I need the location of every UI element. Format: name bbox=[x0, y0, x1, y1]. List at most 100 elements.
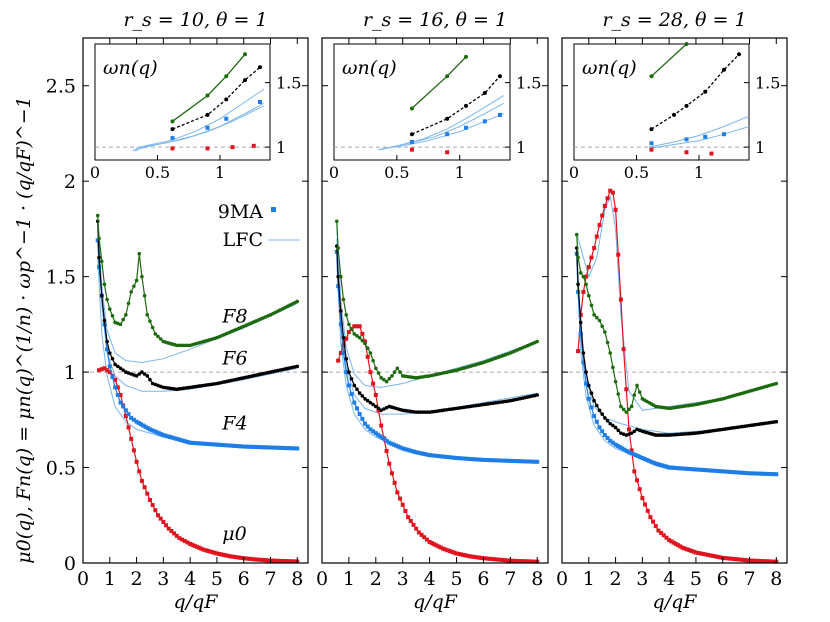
point-F4 bbox=[581, 360, 586, 365]
point-F6 bbox=[347, 370, 351, 374]
point-mu0 bbox=[99, 367, 104, 372]
point-mu0 bbox=[438, 545, 443, 550]
point-F4 bbox=[295, 446, 300, 451]
point-F4 bbox=[498, 458, 503, 463]
point-mu0 bbox=[197, 545, 202, 550]
point-F4 bbox=[373, 431, 378, 436]
point-mu0 bbox=[523, 559, 528, 564]
inset-lfc-curve bbox=[132, 105, 265, 152]
point-mu0 bbox=[691, 549, 696, 554]
point-F4 bbox=[143, 424, 148, 429]
point-mu0 bbox=[389, 471, 394, 476]
point-F4 bbox=[152, 429, 157, 434]
series-line-F8 bbox=[97, 215, 298, 346]
point-mu0 bbox=[221, 552, 226, 557]
x-tick-label: 0 bbox=[316, 568, 328, 590]
x-tick-label: 2 bbox=[610, 568, 622, 590]
inset-lfc-curve bbox=[384, 113, 504, 149]
point-F8 bbox=[635, 383, 639, 388]
y-tick-label: 1.5 bbox=[46, 267, 76, 289]
point-F8 bbox=[603, 330, 607, 334]
point-mu0 bbox=[769, 559, 774, 564]
point-mu0 bbox=[749, 558, 754, 563]
point-F4 bbox=[154, 430, 159, 435]
point-F6 bbox=[349, 376, 354, 381]
inset-point-F6 bbox=[243, 78, 247, 83]
point-F4 bbox=[754, 471, 759, 476]
point-F4 bbox=[344, 370, 349, 375]
point-F4 bbox=[217, 442, 222, 447]
point-F4 bbox=[405, 447, 410, 452]
point-F4 bbox=[449, 455, 454, 460]
point-F6 bbox=[576, 282, 580, 287]
point-F6 bbox=[363, 397, 367, 401]
inset-point-F4 bbox=[497, 112, 502, 117]
point-F4 bbox=[662, 464, 667, 469]
inset-point-F8 bbox=[464, 54, 468, 59]
inset-lfc-curve bbox=[136, 102, 265, 151]
inset-y-tick-label: 1 bbox=[276, 138, 286, 157]
point-mu0 bbox=[465, 553, 470, 558]
point-F4 bbox=[368, 427, 373, 432]
point-mu0 bbox=[261, 558, 266, 563]
point-mu0 bbox=[235, 555, 240, 560]
x-tick-label: 1 bbox=[583, 568, 595, 590]
point-F4 bbox=[720, 469, 725, 474]
point-F4 bbox=[513, 459, 518, 464]
point-mu0 bbox=[520, 559, 525, 564]
point-F4 bbox=[380, 435, 385, 440]
inset-x-tick-label: 0.5 bbox=[384, 163, 409, 182]
inset-point-mu0 bbox=[251, 143, 256, 148]
point-mu0 bbox=[474, 555, 479, 560]
point-mu0 bbox=[201, 547, 206, 552]
point-mu0 bbox=[624, 387, 629, 392]
legend: 9MA LFC bbox=[218, 201, 300, 251]
inset-point-F8 bbox=[170, 119, 175, 124]
point-F4 bbox=[219, 442, 224, 447]
point-mu0 bbox=[610, 190, 615, 195]
inset-point-F8 bbox=[205, 93, 210, 98]
point-F6 bbox=[613, 425, 618, 430]
point-F4 bbox=[285, 446, 290, 451]
point-F4 bbox=[676, 466, 681, 471]
point-F4 bbox=[382, 437, 387, 442]
point-mu0 bbox=[226, 553, 231, 558]
point-mu0 bbox=[510, 558, 515, 563]
point-F4 bbox=[391, 442, 396, 447]
curve-label: μ0 bbox=[222, 523, 246, 545]
point-F8 bbox=[597, 318, 602, 323]
point-F6 bbox=[121, 368, 125, 372]
point-F4 bbox=[629, 451, 634, 456]
inset-point-F4 bbox=[445, 132, 450, 137]
series-line-F6 bbox=[336, 246, 538, 413]
point-F8 bbox=[357, 335, 362, 340]
inset-point-mu0 bbox=[205, 146, 210, 151]
point-F4 bbox=[231, 443, 236, 448]
point-F4 bbox=[486, 458, 491, 463]
point-mu0 bbox=[715, 554, 720, 559]
point-mu0 bbox=[443, 547, 448, 552]
point-F4 bbox=[207, 442, 212, 447]
point-F4 bbox=[258, 445, 263, 450]
point-mu0 bbox=[518, 559, 523, 564]
point-mu0 bbox=[352, 324, 357, 329]
point-mu0 bbox=[434, 543, 439, 548]
point-mu0 bbox=[336, 358, 341, 363]
point-F4 bbox=[626, 450, 631, 455]
point-F8 bbox=[632, 393, 637, 397]
point-mu0 bbox=[703, 552, 708, 557]
point-mu0 bbox=[400, 502, 405, 507]
point-mu0 bbox=[687, 548, 692, 553]
point-mu0 bbox=[368, 370, 373, 375]
point-F8 bbox=[619, 404, 623, 409]
point-mu0 bbox=[626, 427, 631, 432]
panel-frame bbox=[321, 37, 549, 564]
x-tick-label: 8 bbox=[291, 568, 303, 590]
point-F4 bbox=[710, 468, 715, 473]
lfc-curve-3 bbox=[576, 194, 777, 411]
point-mu0 bbox=[632, 469, 637, 474]
point-mu0 bbox=[252, 557, 257, 562]
point-F8 bbox=[363, 341, 367, 346]
point-mu0 bbox=[515, 558, 520, 563]
point-mu0 bbox=[429, 541, 434, 546]
